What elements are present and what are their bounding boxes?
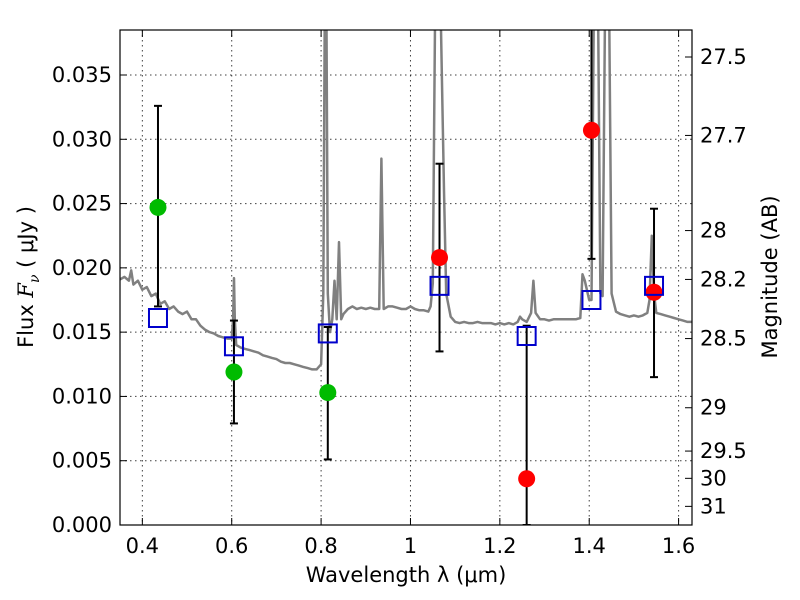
model-square-point <box>644 275 665 296</box>
data-circle-point <box>149 198 167 216</box>
model-square-point <box>223 336 244 357</box>
y-tick-label: 0.025 <box>52 192 112 216</box>
y2-tick-label: 27.7 <box>700 123 747 147</box>
y2-axis-ticks: 27.5 27.7 28 28.2 28.5 29 29.5 30 31 <box>685 45 747 518</box>
data-circle-point <box>431 249 449 267</box>
model-square-point <box>317 323 338 344</box>
x-tick-label: 0.6 <box>215 534 248 558</box>
x-tick-label: 1.2 <box>483 534 516 558</box>
grid-lines <box>120 30 692 525</box>
data-circle-point <box>518 470 536 488</box>
y-tick-label: 0.015 <box>52 320 112 344</box>
y2-tick-label: 28.2 <box>700 267 747 291</box>
x-tick-label: 0.4 <box>126 534 159 558</box>
y2-tick-label: 30 <box>700 466 727 490</box>
model-square-point <box>147 308 168 328</box>
model-square-point <box>581 290 602 310</box>
spectrum-line <box>120 30 692 371</box>
y2-tick-label: 29 <box>700 396 727 420</box>
y-axis-ticks: 0.000 0.005 0.010 0.015 0.020 0.025 0.030 0.035 <box>52 63 127 537</box>
x-axis-label: Wavelength λ (μm) <box>306 563 507 587</box>
y-tick-label: 0.000 <box>52 513 112 537</box>
y-axis-label-symbol: F <box>14 282 38 299</box>
y-axis-label: Flux Fν ( μJy ) <box>14 206 43 348</box>
y-tick-label: 0.005 <box>52 449 112 473</box>
y-tick-label: 0.020 <box>52 256 112 280</box>
y2-tick-label: 31 <box>700 494 727 518</box>
x-tick-label: 1.6 <box>662 534 695 558</box>
y2-axis-label: Magnitude (AB) <box>758 195 782 358</box>
y-axis-label-units: ( μJy ) <box>14 206 38 274</box>
model-square-point <box>516 326 537 346</box>
x-tick-label: 1 <box>404 534 417 558</box>
data-circle-point <box>645 283 663 301</box>
marker-layer <box>147 121 665 488</box>
spectrum-layer <box>120 30 692 371</box>
y-axis-label-prefix: Flux <box>14 298 38 348</box>
y-tick-label: 0.030 <box>52 127 112 151</box>
y2-tick-label: 29.5 <box>700 439 747 463</box>
data-circle-point <box>582 121 600 139</box>
x-tick-label: 1.4 <box>573 534 606 558</box>
x-tick-label: 0.8 <box>304 534 337 558</box>
y-tick-label: 0.035 <box>52 63 112 87</box>
data-circle-point <box>319 384 337 402</box>
model-square-point <box>429 275 450 296</box>
data-circle-point <box>225 363 243 381</box>
y2-tick-label: 28 <box>700 219 727 243</box>
y2-tick-label: 27.5 <box>700 45 747 69</box>
y2-tick-label: 28.5 <box>700 327 747 351</box>
y-tick-label: 0.010 <box>52 384 112 408</box>
x-axis-ticks: 0.4 0.6 0.8 1 1.2 1.4 1.6 <box>126 30 695 558</box>
y-axis-label-sub: ν <box>27 274 43 283</box>
plot-frame <box>119 29 693 526</box>
